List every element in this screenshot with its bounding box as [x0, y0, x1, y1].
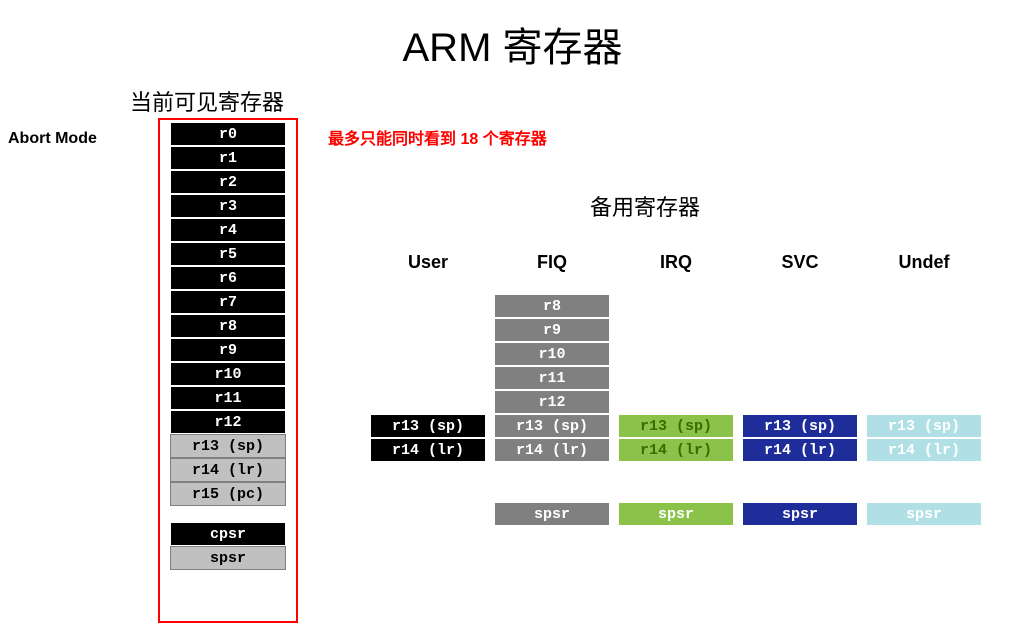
visible-registers-title: 当前可见寄存器 [130, 85, 284, 117]
mode-header-user: User [370, 248, 486, 276]
mode-column-user: User r13 (sp) r14 (lr) [370, 248, 486, 526]
register-pc: r15 (pc) [170, 482, 286, 506]
mode-column-irq: IRQ r13 (sp) r14 (lr) spsr [618, 248, 734, 526]
undef-lr: r14 (lr) [866, 438, 982, 462]
register-sp: r13 (sp) [170, 434, 286, 458]
fiq-r10: r10 [494, 342, 610, 366]
register-r5: r5 [170, 242, 286, 266]
page-title: ARM 寄存器 [0, 15, 1025, 73]
banked-register-columns: User r13 (sp) r14 (lr) FIQ r8 r9 r10 r11… [370, 248, 982, 526]
undef-sp: r13 (sp) [866, 414, 982, 438]
svc-lr: r14 (lr) [742, 438, 858, 462]
register-r4: r4 [170, 218, 286, 242]
register-r9: r9 [170, 338, 286, 362]
register-r1: r1 [170, 146, 286, 170]
fiq-r8: r8 [494, 294, 610, 318]
mode-header-fiq: FIQ [494, 248, 610, 276]
svc-spsr: spsr [742, 502, 858, 526]
user-lr: r14 (lr) [370, 438, 486, 462]
fiq-r9: r9 [494, 318, 610, 342]
register-r8: r8 [170, 314, 286, 338]
undef-spsr: spsr [866, 502, 982, 526]
register-r12: r12 [170, 410, 286, 434]
mode-column-svc: SVC r13 (sp) r14 (lr) spsr [742, 248, 858, 526]
mode-header-svc: SVC [742, 248, 858, 276]
user-sp: r13 (sp) [370, 414, 486, 438]
mode-label: Abort Mode [8, 130, 97, 148]
irq-lr: r14 (lr) [618, 438, 734, 462]
register-r6: r6 [170, 266, 286, 290]
fiq-r11: r11 [494, 366, 610, 390]
note-text: 最多只能同时看到 18 个寄存器 [328, 125, 547, 149]
svc-sp: r13 (sp) [742, 414, 858, 438]
register-r2: r2 [170, 170, 286, 194]
register-r0: r0 [170, 122, 286, 146]
register-lr: r14 (lr) [170, 458, 286, 482]
register-spsr: spsr [170, 546, 286, 570]
register-r3: r3 [170, 194, 286, 218]
fiq-spsr: spsr [494, 502, 610, 526]
register-r10: r10 [170, 362, 286, 386]
mode-column-fiq: FIQ r8 r9 r10 r11 r12 r13 (sp) r14 (lr) … [494, 248, 610, 526]
irq-sp: r13 (sp) [618, 414, 734, 438]
mode-header-irq: IRQ [618, 248, 734, 276]
irq-spsr: spsr [618, 502, 734, 526]
fiq-r12: r12 [494, 390, 610, 414]
register-r11: r11 [170, 386, 286, 410]
banked-registers-title: 备用寄存器 [590, 190, 700, 222]
fiq-sp: r13 (sp) [494, 414, 610, 438]
mode-header-undef: Undef [866, 248, 982, 276]
register-r7: r7 [170, 290, 286, 314]
fiq-lr: r14 (lr) [494, 438, 610, 462]
current-register-stack: r0 r1 r2 r3 r4 r5 r6 r7 r8 r9 r10 r11 r1… [170, 122, 286, 570]
mode-column-undef: Undef r13 (sp) r14 (lr) spsr [866, 248, 982, 526]
register-cpsr: cpsr [170, 522, 286, 546]
